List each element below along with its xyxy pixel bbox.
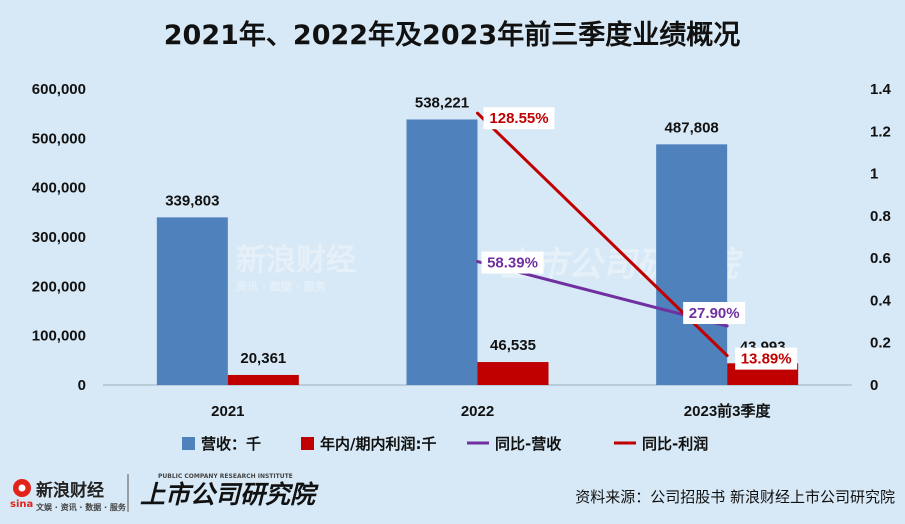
y-right-tick-label: 1.4 [870, 81, 892, 98]
bar-profit [227, 374, 299, 385]
bar-revenue [406, 119, 478, 386]
y-left-tick-label: 400,000 [32, 180, 86, 197]
y-axis-left: 0 100,000 200,000 300,000 400,000 500,000 600,… [32, 81, 86, 394]
data-label-revenue: 538,221 [415, 94, 469, 111]
bar-revenue [156, 217, 228, 385]
y-right-tick-label: 1 [870, 166, 878, 183]
data-label-revenue: 487,808 [665, 119, 719, 136]
sina-logo: sina 新浪财经 文娱 · 资讯 · 数据 · 服务 [10, 479, 127, 512]
watermark-sina-sub: 资讯 · 数据 · 服务 [236, 279, 327, 293]
bar-profit [477, 362, 549, 385]
y-axis-right: 0 0.2 0.4 0.6 0.8 1 1.2 1.4 [870, 81, 892, 394]
y-left-tick-label: 100,000 [32, 328, 86, 345]
data-label-bg [481, 251, 544, 274]
data-label-bg [483, 107, 555, 130]
sina-logo-text: sina [10, 499, 33, 510]
y-right-tick-label: 1.2 [870, 123, 891, 140]
footer: sina 新浪财经 文娱 · 资讯 · 数据 · 服务 PUBLIC COMPA… [10, 473, 895, 512]
sina-brand-sub: 文娱 · 资讯 · 数据 · 服务 [36, 502, 127, 512]
legend-label: 同比-营收 [495, 435, 561, 453]
y-right-tick-label: 0.6 [870, 250, 891, 267]
y-left-tick-label: 300,000 [32, 229, 86, 246]
y-right-tick-label: 0.4 [870, 292, 892, 309]
data-label-bg [683, 302, 746, 325]
sina-brand: 新浪财经 [36, 480, 104, 501]
y-left-tick-label: 200,000 [32, 278, 86, 295]
institute-en: PUBLIC COMPANY RESEARCH INSTITUTE [158, 473, 293, 480]
legend-swatch [301, 437, 314, 450]
legend: 营收：千 年内/期内利润:千 同比-营收 同比-利润 [182, 435, 708, 453]
data-label-yoy-revenue: 58.39% [487, 255, 538, 272]
y-left-tick-label: 0 [78, 377, 86, 394]
y-left-tick-label: 600,000 [32, 81, 86, 98]
x-tick-label: 2022 [461, 403, 494, 420]
data-label-yoy-profit: 13.89% [741, 351, 792, 368]
legend-label: 年内/期内利润:千 [320, 435, 436, 453]
legend-swatch [182, 437, 195, 450]
institute-logo: PUBLIC COMPANY RESEARCH INSTITUTE 上市公司研究… [140, 473, 319, 509]
data-label-revenue: 339,803 [165, 192, 219, 209]
y-right-tick-label: 0 [870, 377, 878, 394]
watermark-sina: 新浪财经 [236, 243, 356, 278]
x-tick-label: 2021 [211, 403, 244, 420]
chart-title: 2021年、2022年及2023年前三季度业绩概况 [164, 19, 740, 51]
bar-revenue [656, 144, 728, 385]
x-tick-label: 2023前3季度 [684, 402, 772, 420]
data-label-bg [735, 347, 798, 370]
y-left-tick-label: 500,000 [32, 130, 86, 147]
x-axis: 2021 2022 2023前3季度 [211, 402, 771, 420]
legend-label: 同比-利润 [642, 435, 708, 453]
y-right-tick-label: 0.8 [870, 208, 891, 225]
y-right-tick-label: 0.2 [870, 335, 891, 352]
data-label-yoy-revenue: 27.90% [689, 305, 740, 322]
institute-brand: 上市公司研究院 [140, 480, 319, 509]
data-label-profit: 46,535 [490, 337, 536, 354]
sina-eye-pupil [18, 484, 26, 492]
data-label-yoy-profit: 128.55% [489, 110, 548, 127]
legend-label: 营收：千 [201, 435, 261, 453]
source-note: 资料来源：公司招股书 新浪财经上市公司研究院 [575, 488, 895, 506]
data-label-profit: 20,361 [240, 350, 286, 367]
